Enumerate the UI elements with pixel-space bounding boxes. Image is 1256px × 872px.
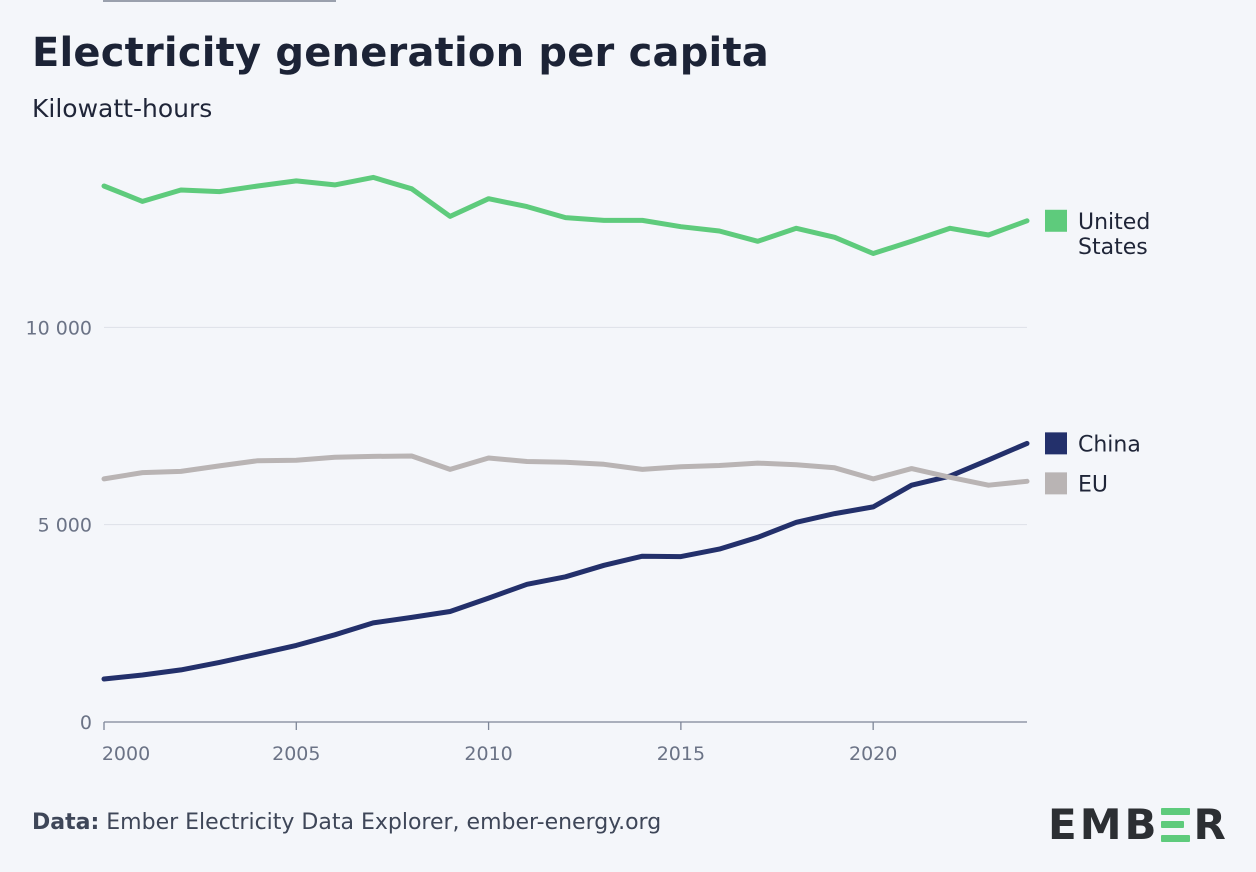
series-lines xyxy=(101,174,1030,682)
x-tick-label: 2010 xyxy=(464,743,512,765)
legend-label: States xyxy=(1078,235,1148,260)
top-rule xyxy=(103,0,336,2)
chart-subtitle: Kilowatt-hours xyxy=(32,94,213,123)
logo-text-end: R xyxy=(1193,800,1229,849)
legend-label: United xyxy=(1078,210,1150,235)
logo-e-glyph xyxy=(1160,807,1190,842)
data-source: Data: Ember Electricity Data Explorer, e… xyxy=(32,810,661,835)
y-tick-label: 5 000 xyxy=(38,515,92,537)
logo-text-start: EMB xyxy=(1048,800,1160,849)
gridlines xyxy=(104,326,1027,526)
legend-swatch xyxy=(1045,432,1067,455)
legend-swatch xyxy=(1045,472,1067,495)
ember-logo: EMB R xyxy=(1048,800,1229,849)
x-tick-label: 2000 xyxy=(102,743,150,765)
y-tick-label: 10 000 xyxy=(26,317,92,339)
legend-swatch xyxy=(1045,209,1067,232)
legend-label: China xyxy=(1078,432,1141,457)
y-tick-label: 0 xyxy=(80,712,92,734)
chart-title: Electricity generation per capita xyxy=(32,30,769,76)
data-source-text: Ember Electricity Data Explorer, ember-e… xyxy=(106,810,662,835)
x-tick-label: 2005 xyxy=(272,743,320,765)
series-line-china xyxy=(101,440,1030,682)
data-source-label: Data: xyxy=(32,810,100,835)
legend-item-china: China xyxy=(1045,432,1141,457)
axes: 0 5 000 10 000 2000 2005 2010 2015 2020 xyxy=(26,317,1027,765)
series-line-united-states xyxy=(101,174,1030,256)
x-tick-label: 2015 xyxy=(657,743,705,765)
legend-label: EU xyxy=(1078,472,1108,497)
legend-item-eu: EU xyxy=(1045,472,1108,497)
series-line-eu xyxy=(101,453,1030,488)
x-tick-label: 2020 xyxy=(849,743,897,765)
